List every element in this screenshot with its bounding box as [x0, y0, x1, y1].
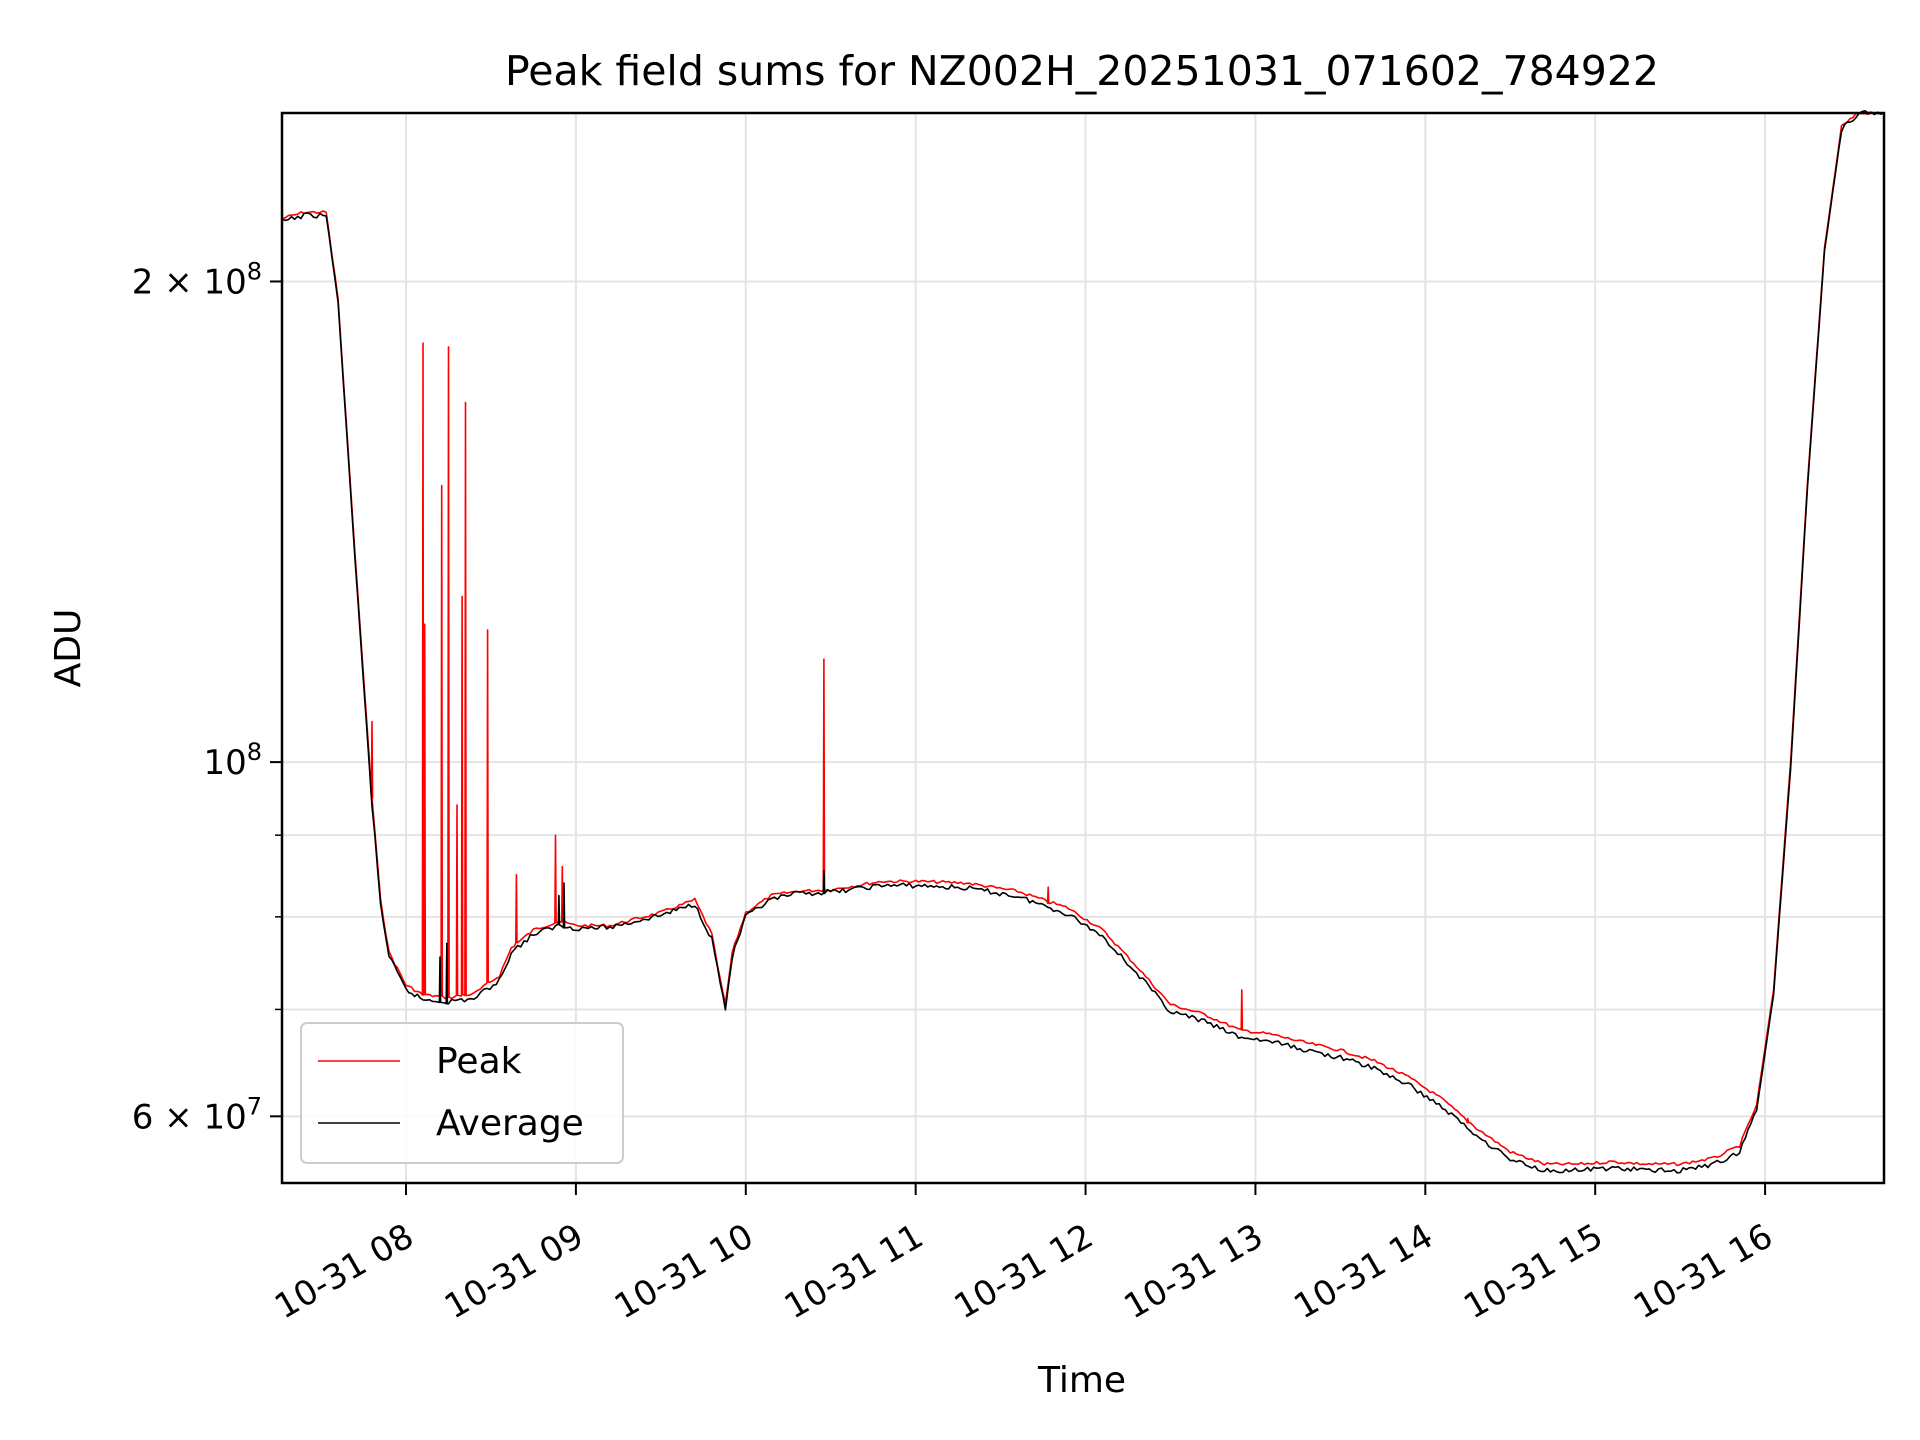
series-line-average: [282, 111, 1884, 1173]
x-tick-label: 10-31 13: [1118, 1216, 1270, 1327]
legend-label-average: Average: [436, 1103, 584, 1144]
x-tick-label: 10-31 15: [1457, 1216, 1609, 1327]
plot-series: [282, 111, 1884, 1173]
x-axis-label: Time: [1037, 1360, 1126, 1401]
series-line-peak: [282, 112, 1884, 1165]
y-tick-label: 108: [203, 738, 262, 783]
y-tick-label: 2 × 108: [132, 257, 262, 302]
legend-label-peak: Peak: [436, 1041, 522, 1082]
y-tick-label: 6 × 107: [132, 1092, 262, 1137]
x-tick-label: 10-31 09: [438, 1216, 590, 1327]
x-tick-label: 10-31 11: [778, 1216, 930, 1327]
y-axis-label: ADU: [48, 609, 89, 688]
chart-title: Peak field sums for NZ002H_20251031_0716…: [505, 47, 1659, 95]
x-tick-label: 10-31 08: [268, 1216, 420, 1327]
x-tick-label: 10-31 14: [1287, 1216, 1439, 1327]
legend: Peak Average: [301, 1023, 623, 1163]
x-tick-label: 10-31 10: [608, 1216, 760, 1327]
x-tick-label: 10-31 16: [1627, 1216, 1779, 1327]
title-text: Peak field sums for NZ002H_20251031_0716…: [505, 47, 1659, 95]
chart: Peak field sums for NZ002H_20251031_0716…: [0, 0, 1920, 1440]
x-tick-label: 10-31 12: [948, 1216, 1100, 1327]
